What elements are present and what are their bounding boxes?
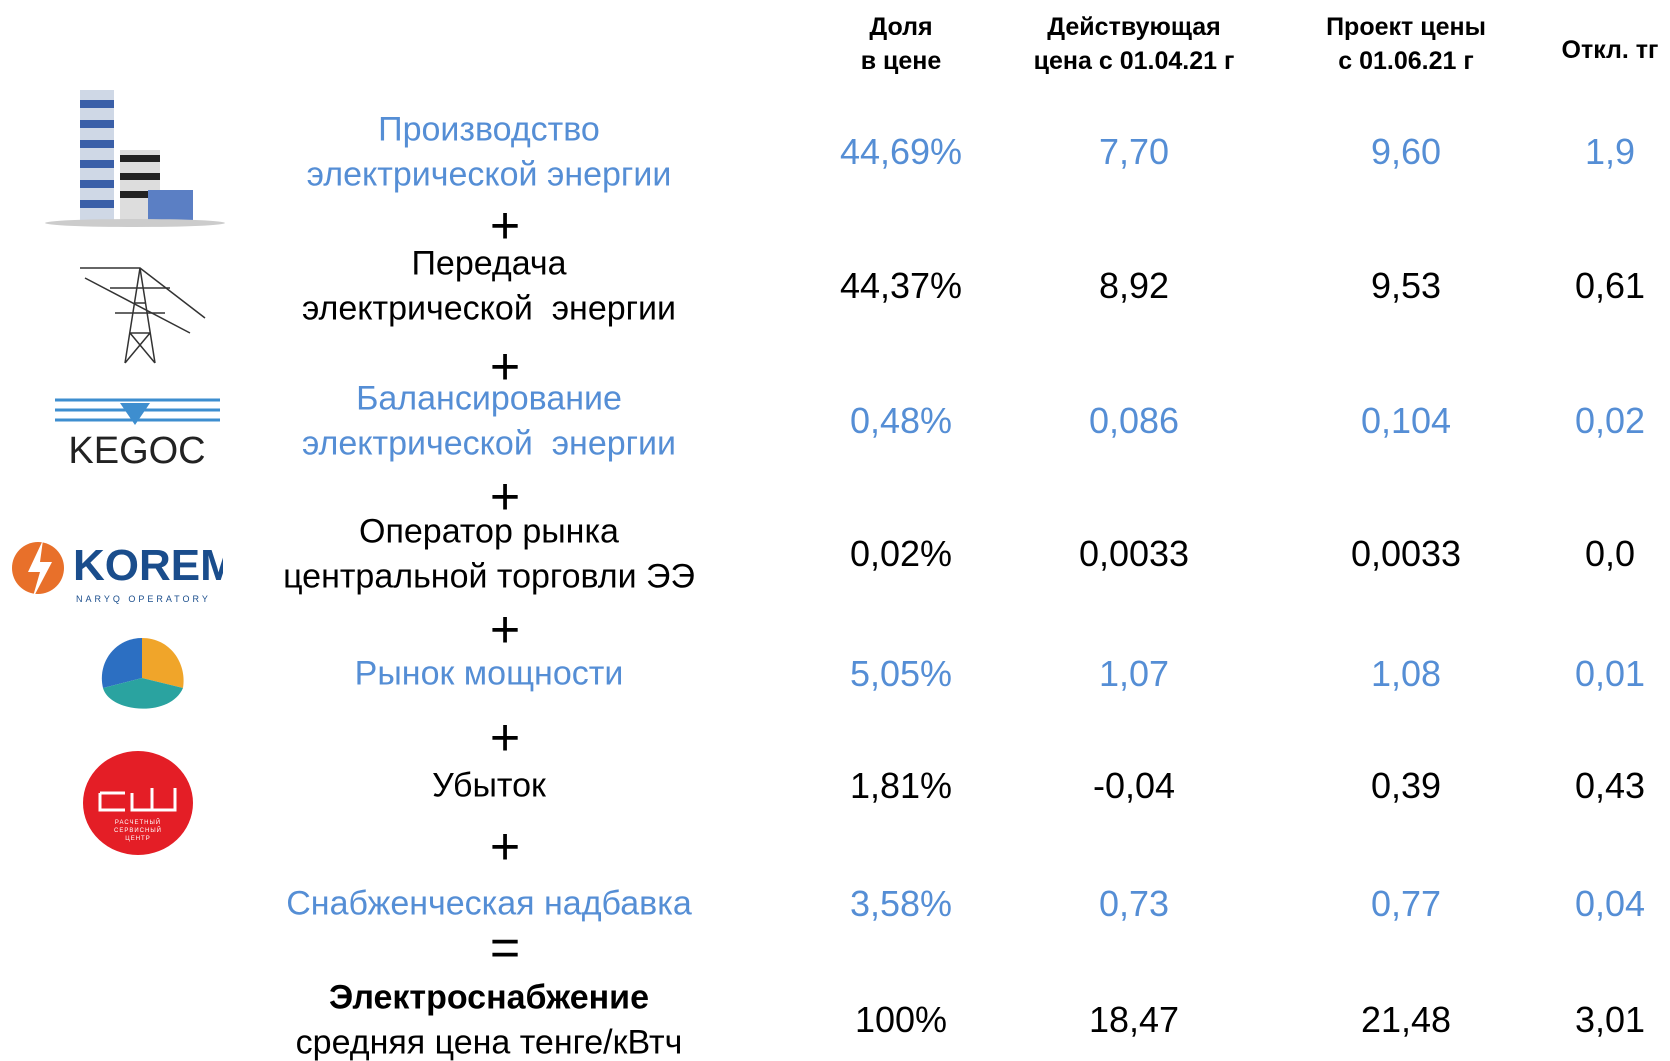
cell-value: 0,73 bbox=[1099, 883, 1169, 925]
logo-rsc: РАСЧЕТНЫЙ СЕРВИСНЫЙ ЦЕНТР bbox=[80, 748, 200, 858]
cell-value: 18,47 bbox=[1089, 999, 1179, 1041]
cell-value: 5,05% bbox=[850, 653, 952, 695]
operator: + bbox=[490, 821, 520, 873]
operator: + bbox=[490, 712, 520, 764]
cell-value: 1,9 bbox=[1585, 131, 1635, 173]
column-header: с 01.06.21 г bbox=[1338, 44, 1474, 78]
cell-value: 7,70 bbox=[1099, 131, 1169, 173]
cell-value: 0,39 bbox=[1371, 765, 1441, 807]
cell-value: 0,77 bbox=[1371, 883, 1441, 925]
cell-value: 8,92 bbox=[1099, 265, 1169, 307]
row-label: средняя цена тенге/кВтч bbox=[296, 1023, 683, 1061]
logo-text: KEGOC bbox=[68, 430, 205, 472]
cell-value: 0,48% bbox=[850, 400, 952, 442]
cell-value: 0,61 bbox=[1575, 265, 1645, 307]
operator: + bbox=[490, 604, 520, 656]
logo-text: СЕРВИСНЫЙ bbox=[114, 826, 162, 834]
cell-value: 1,07 bbox=[1099, 653, 1169, 695]
cell-value: 21,48 bbox=[1361, 999, 1451, 1041]
cell-value: 44,37% bbox=[840, 265, 962, 307]
cell-value: -0,04 bbox=[1093, 765, 1175, 807]
logo-text: ЦЕНТР bbox=[125, 836, 150, 842]
cell-value: 0,43 bbox=[1575, 765, 1645, 807]
cell-value: 0,0033 bbox=[1351, 533, 1461, 575]
cell-value: 0,04 bbox=[1575, 883, 1645, 925]
operator: + bbox=[490, 200, 520, 252]
cell-value: 0,02 bbox=[1575, 400, 1645, 442]
cell-value: 0,02% bbox=[850, 533, 952, 575]
row-label: Производство bbox=[378, 110, 600, 149]
column-header: Откл. тг bbox=[1562, 33, 1659, 67]
column-header: Доля bbox=[869, 10, 932, 44]
slide: KEGOC KOREM NARYQ OPERATORY РАСЧЕТНЫЙ СЕ… bbox=[0, 0, 1670, 1061]
cell-value: 9,60 bbox=[1371, 131, 1441, 173]
column-header: в цене bbox=[861, 44, 942, 78]
row-label: электрической энергии bbox=[307, 155, 672, 194]
logo-power-market bbox=[95, 633, 190, 723]
column-header: Действующая bbox=[1047, 10, 1220, 44]
cell-value: 3,01 bbox=[1575, 999, 1645, 1041]
logo-text: NARYQ OPERATORY bbox=[76, 594, 211, 604]
column-header: Проект цены bbox=[1326, 10, 1486, 44]
logo-text: РАСЧЕТНЫЙ bbox=[115, 818, 161, 826]
logo-power-plant bbox=[40, 85, 230, 235]
logo-korem: KOREM NARYQ OPERATORY bbox=[8, 520, 223, 620]
row-label: центральной торговли ЭЭ bbox=[283, 557, 695, 596]
row-label: Убыток bbox=[432, 767, 546, 806]
row-label: Снабженческая надбавка bbox=[286, 885, 692, 924]
logo-kegoc: KEGOC bbox=[50, 385, 225, 480]
cell-value: 3,58% bbox=[850, 883, 952, 925]
row-label: электрической энергии bbox=[302, 424, 676, 463]
row-label: Электроснабжение bbox=[329, 978, 649, 1017]
cell-value: 0,086 bbox=[1089, 400, 1179, 442]
row-label: электрической энергии bbox=[302, 289, 676, 328]
operator: = bbox=[490, 922, 520, 974]
cell-value: 0,104 bbox=[1361, 400, 1451, 442]
cell-value: 100% bbox=[855, 999, 947, 1041]
cell-value: 1,08 bbox=[1371, 653, 1441, 695]
column-header: цена с 01.04.21 г bbox=[1034, 44, 1235, 78]
row-label: Рынок мощности bbox=[355, 655, 624, 694]
cell-value: 0,0 bbox=[1585, 533, 1635, 575]
cell-value: 0,0033 bbox=[1079, 533, 1189, 575]
operator: + bbox=[490, 341, 520, 393]
cell-value: 0,01 bbox=[1575, 653, 1645, 695]
cell-value: 9,53 bbox=[1371, 265, 1441, 307]
cell-value: 1,81% bbox=[850, 765, 952, 807]
logo-text: KOREM bbox=[73, 541, 223, 590]
logo-pylon bbox=[80, 258, 210, 368]
cell-value: 44,69% bbox=[840, 131, 962, 173]
operator: + bbox=[490, 471, 520, 523]
